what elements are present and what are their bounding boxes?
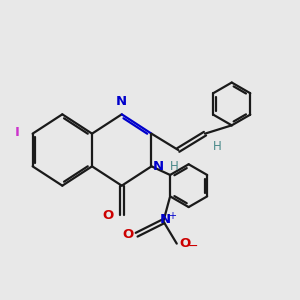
Text: +: +: [168, 211, 176, 221]
Text: O: O: [123, 228, 134, 241]
Text: I: I: [14, 126, 19, 139]
Text: O: O: [102, 209, 113, 222]
Text: N: N: [153, 160, 164, 173]
Text: N: N: [116, 95, 127, 108]
Text: O: O: [179, 237, 191, 250]
Text: H: H: [169, 160, 178, 172]
Text: N: N: [159, 213, 170, 226]
Text: −: −: [188, 240, 198, 253]
Text: H: H: [212, 140, 221, 153]
